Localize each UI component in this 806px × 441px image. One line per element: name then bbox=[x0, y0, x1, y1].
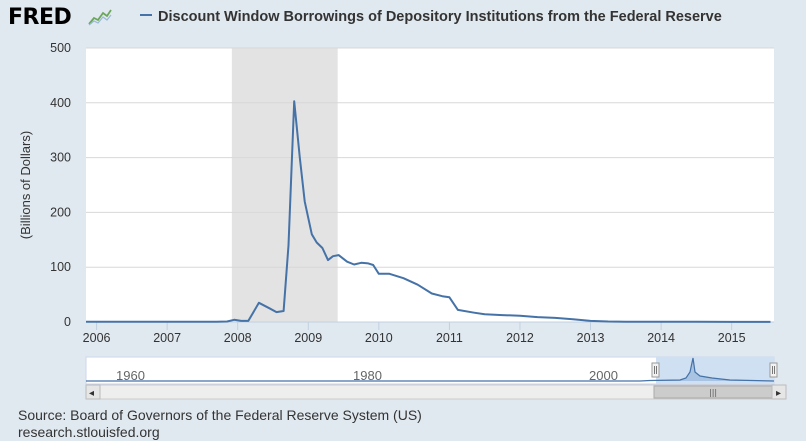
source-line: Source: Board of Governors of the Federa… bbox=[18, 407, 422, 423]
navigator-label-1960: 1960 bbox=[116, 368, 145, 383]
y-tick-label: 400 bbox=[50, 96, 71, 110]
navigator-handle-left[interactable] bbox=[651, 362, 660, 378]
y-tick-label: 0 bbox=[64, 315, 71, 329]
recession-shading bbox=[231, 48, 338, 322]
scroll-right-button[interactable] bbox=[771, 384, 787, 400]
y-tick-label: 100 bbox=[50, 260, 71, 274]
y-tick-label: 300 bbox=[50, 151, 71, 165]
x-tick-label: 2009 bbox=[294, 331, 322, 345]
series-line[interactable] bbox=[86, 100, 771, 323]
y-tick-label: 500 bbox=[50, 41, 71, 55]
y-axis: 0 100 200 300 400 500 bbox=[50, 41, 71, 329]
x-axis: 2006 2007 2008 2009 2010 2011 2012 2013 2014 2015 bbox=[83, 321, 774, 345]
navigator-scrollbar[interactable]: ◂ ||| ▸ bbox=[85, 384, 787, 400]
source-note: Source: Board of Governors of the Federa… bbox=[18, 407, 422, 441]
x-tick-label: 2010 bbox=[365, 331, 393, 345]
fred-logo[interactable]: FRED bbox=[8, 5, 72, 30]
scroll-left-arrow-icon: ◂ bbox=[89, 388, 94, 399]
x-tick-label: 2007 bbox=[153, 331, 181, 345]
x-tick-label: 2006 bbox=[83, 331, 111, 345]
series-legend[interactable]: Discount Window Borrowings of Depository… bbox=[140, 9, 722, 25]
line-chart-icon bbox=[88, 8, 112, 26]
source-url[interactable]: research.stlouisfed.org bbox=[18, 424, 160, 440]
x-tick-label: 2014 bbox=[647, 331, 675, 345]
plot-area bbox=[86, 48, 774, 322]
legend-line-swatch bbox=[140, 14, 152, 17]
range-navigator[interactable]: 1960 1980 2000 bbox=[85, 356, 778, 385]
navigator-handle-right[interactable] bbox=[769, 362, 778, 378]
chart-header: FRED Discount Window Borrowings of Depos… bbox=[0, 0, 806, 40]
x-tick-label: 2008 bbox=[224, 331, 252, 345]
y-tick-label: 200 bbox=[50, 205, 71, 219]
x-tick-label: 2013 bbox=[577, 331, 605, 345]
scrollbar-grip-icon: ||| bbox=[709, 388, 717, 397]
x-tick-label: 2011 bbox=[436, 331, 463, 345]
navigator-label-1980: 1980 bbox=[353, 368, 382, 383]
scroll-right-arrow-icon: ▸ bbox=[776, 388, 781, 399]
x-tick-label: 2015 bbox=[718, 331, 746, 345]
x-tick-label: 2012 bbox=[506, 331, 534, 345]
scroll-left-button[interactable] bbox=[85, 384, 101, 400]
navigator-label-2000: 2000 bbox=[589, 368, 618, 383]
navigator-series bbox=[86, 357, 775, 382]
y-axis-label: (Billions of Dollars) bbox=[18, 131, 33, 239]
legend-label: Discount Window Borrowings of Depository… bbox=[158, 9, 722, 25]
